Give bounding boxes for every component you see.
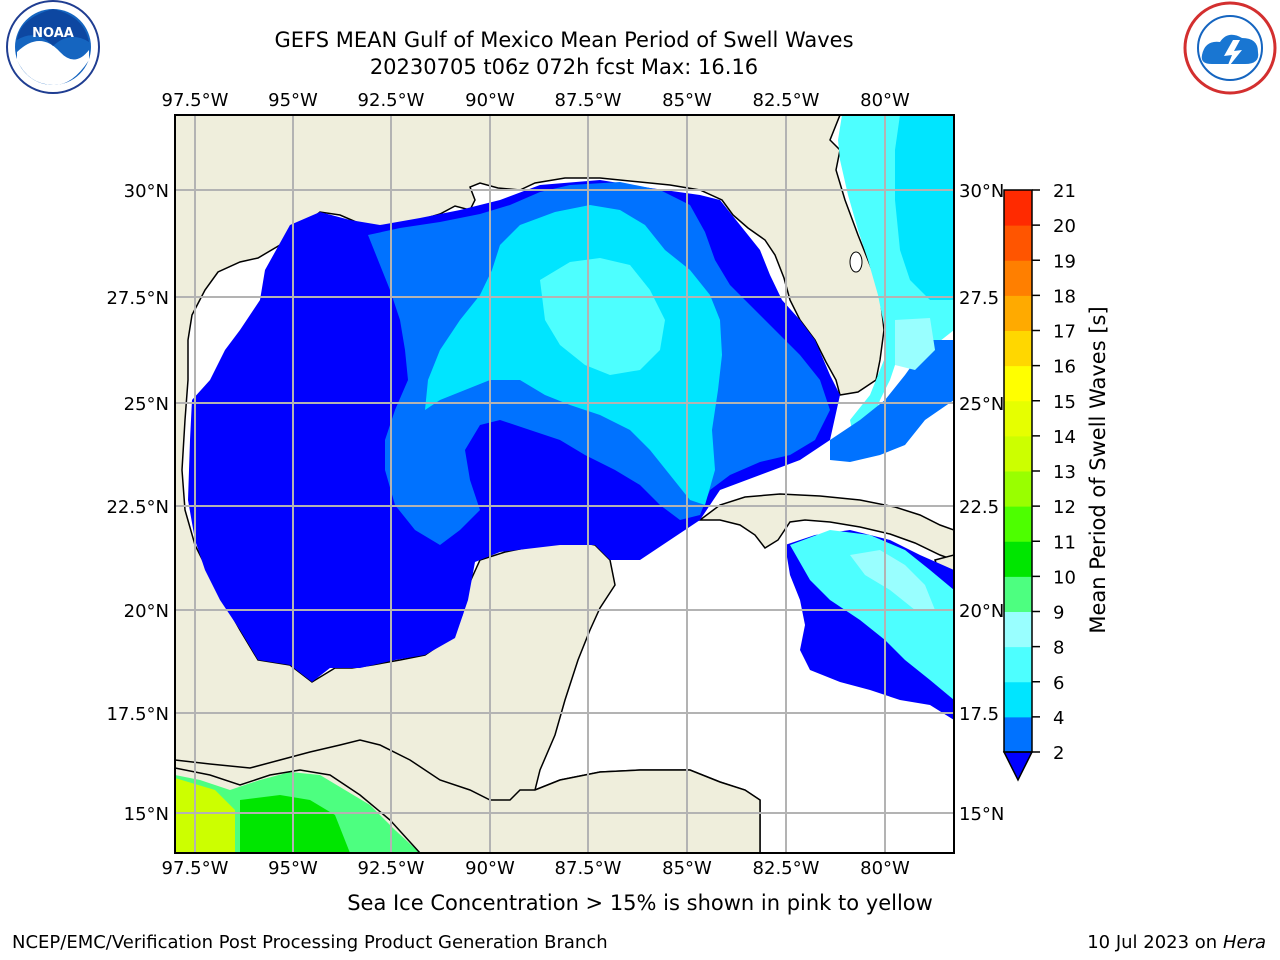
nws-logo [1183, 1, 1277, 95]
lon-labels-bottom: 97.5°W 95°W 92.5°W 90°W 87.5°W 85°W 82.5… [162, 858, 910, 879]
colorbar-tick-label: 18 [1053, 286, 1076, 307]
colorbar-tick-label: 15 [1053, 392, 1076, 413]
colorbar-tick-label: 12 [1053, 497, 1076, 518]
lat-label: 15°N [959, 804, 1004, 825]
lat-label: 30°N [124, 181, 169, 202]
colorbar-tick-label: 6 [1053, 673, 1064, 694]
lat-labels-left: 30°N 27.5°N 25°N 22.5°N 20°N 17.5°N 15°N [106, 181, 169, 825]
lon-label: 90°W [465, 858, 515, 879]
lat-label: 17.5 [959, 704, 999, 725]
colorbar-segment [1004, 716, 1032, 753]
lon-label: 85°W [662, 90, 712, 111]
colorbar-tick-label: 13 [1053, 462, 1076, 483]
lon-label: 80°W [860, 858, 910, 879]
colorbar-segment [1004, 611, 1032, 648]
map-frame [174, 114, 955, 854]
colorbar-segment [1004, 541, 1032, 577]
field-6to8 [540, 258, 665, 375]
colorbar-segment [1004, 681, 1032, 718]
colorbar-tick-label: 21 [1053, 181, 1076, 202]
lat-label: 20°N [959, 601, 1004, 622]
colorbar-tick-label: 19 [1053, 251, 1076, 272]
colorbar-segment [1004, 506, 1032, 542]
lon-label: 97.5°W [162, 858, 229, 879]
lon-label: 82.5°W [753, 90, 820, 111]
lat-label: 25°N [959, 394, 1004, 415]
colorbar: 2 4 6 8 9 10 11 12 13 14 15 16 17 18 19 20 21 [1002, 181, 1076, 782]
colorbar-segment [1004, 471, 1032, 507]
field-pacific-yellow [175, 778, 235, 853]
colorbar-tick-label: 14 [1053, 427, 1076, 448]
colorbar-tick-label: 20 [1053, 216, 1076, 237]
lon-label: 95°W [268, 858, 318, 879]
colorbar-label: Mean Period of Swell Waves [s] [1086, 306, 1110, 633]
lon-label: 87.5°W [555, 858, 622, 879]
svg-text:NOAA: NOAA [32, 26, 74, 41]
lon-labels-top: 97.5°W 95°W 92.5°W 90°W 87.5°W 85°W 82.5… [162, 90, 910, 111]
colorbar-tick-label: 2 [1053, 743, 1064, 764]
lat-label: 20°N [124, 601, 169, 622]
footer-date-text: 10 Jul 2023 on [1087, 932, 1223, 953]
grid-lines [175, 115, 954, 853]
sea-ice-note: Sea Ice Concentration > 15% is shown in … [347, 891, 933, 915]
lon-label: 87.5°W [555, 90, 622, 111]
lat-label: 30°N [959, 181, 1004, 202]
footer-machine: Hera [1222, 932, 1266, 953]
lat-label: 25°N [124, 394, 169, 415]
lon-label: 85°W [662, 858, 712, 879]
field-caribbean-cyan [790, 530, 954, 700]
lon-label: 90°W [465, 90, 515, 111]
lon-label: 82.5°W [753, 858, 820, 879]
lat-label: 22.5°N [106, 497, 169, 518]
colorbar-segment [1004, 646, 1032, 683]
colorbar-segment [1004, 225, 1032, 261]
lon-label: 97.5°W [162, 90, 229, 111]
colorbar-tick-label: 8 [1053, 638, 1064, 659]
lat-label: 27.5 [959, 288, 999, 309]
field-caribbean-light [850, 550, 935, 610]
footer-credit: NCEP/EMC/Verification Post Processing Pr… [12, 932, 608, 953]
lon-label: 80°W [860, 90, 910, 111]
land-north-america [175, 115, 885, 853]
colorbar-segment [1004, 190, 1032, 226]
colorbar-tick-label: 17 [1053, 322, 1076, 343]
field-pacific-green [240, 795, 350, 853]
noaa-logo: NOAA [6, 0, 100, 94]
colorbar-tick-label: 4 [1053, 708, 1064, 729]
colorbar-segment [1004, 365, 1032, 402]
colorbar-tick-label: 11 [1053, 532, 1076, 553]
colorbar-tick-label: 9 [1053, 603, 1064, 624]
map-title: GEFS MEAN Gulf of Mexico Mean Period of … [274, 28, 854, 52]
lat-label: 22.5 [959, 497, 999, 518]
colorbar-segment [1004, 295, 1032, 331]
colorbar-segment [1004, 435, 1032, 472]
map-subtitle-forecast: 20230705 t06z 072h fcst Max: 16.16 [369, 55, 759, 79]
footer-date: 10 Jul 2023 on Hera [1087, 932, 1266, 953]
colorbar-tick-label: 10 [1053, 567, 1076, 588]
lon-label: 95°W [268, 90, 318, 111]
lat-labels-right: 30°N 27.5 25°N 22.5 20°N 17.5 15°N [959, 181, 1004, 825]
lat-label: 15°N [124, 804, 169, 825]
colorbar-segment [1004, 400, 1032, 437]
land-cuba [697, 493, 954, 561]
field-9to10 [895, 318, 935, 370]
land-central-america [175, 739, 761, 853]
field-straits-blue [830, 340, 954, 462]
colorbar-tick-label: 16 [1053, 357, 1076, 378]
colorbar-segment [1004, 576, 1032, 612]
lon-label: 92.5°W [358, 90, 425, 111]
colorbar-extend [1002, 751, 1034, 782]
field-atlantic-dark [895, 115, 954, 300]
colorbar-segment [1004, 330, 1032, 367]
lon-label: 92.5°W [358, 858, 425, 879]
lat-label: 27.5°N [106, 288, 169, 309]
lat-label: 17.5°N [106, 704, 169, 725]
colorbar-segment [1004, 260, 1032, 296]
